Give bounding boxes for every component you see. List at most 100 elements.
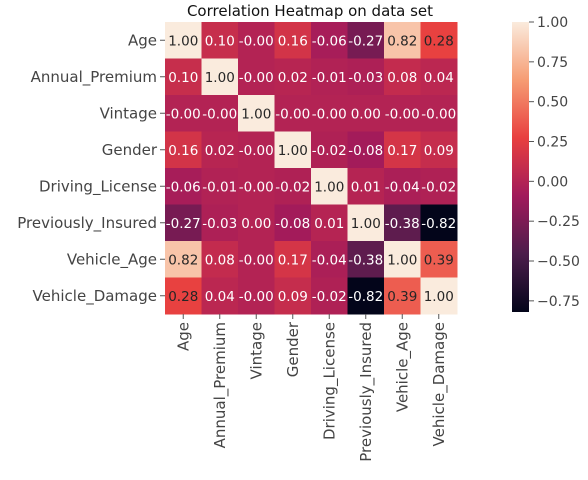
cell-value-label: -0.00 [385, 106, 420, 122]
colorbar-tick-label: 1.00 [537, 15, 568, 31]
cell-value-label: 1.00 [168, 33, 198, 49]
cell-value-label: 0.82 [387, 33, 417, 49]
heatmap-cells: 1.00 0.10 -0.00 0.16 -0.06 -0.27 0.82 0.280.10 1… [165, 22, 458, 315]
heatmap-cell [311, 241, 348, 278]
cell-value-label: 0.02 [278, 70, 308, 86]
cell-value-label: -0.00 [421, 106, 456, 122]
heatmap-cell [165, 277, 202, 315]
heatmap-cell [311, 58, 348, 96]
y-tick-label-vehicle-damage: Vehicle_Damage [33, 287, 157, 306]
cell-value-label: 0.09 [278, 289, 308, 305]
cell-value-label: 0.08 [205, 252, 235, 268]
heatmap-cell [201, 204, 239, 242]
heatmap-cell [201, 168, 239, 205]
x-tick-labels: Age Annual_Premium Vintage Gender Driving_Li… [174, 314, 449, 462]
heatmap-cell [420, 22, 458, 59]
cell-value-label: -0.00 [312, 106, 347, 122]
x-tick-label-previously-insured: Previously_Insured [357, 322, 376, 462]
heatmap-cell [274, 204, 312, 242]
heatmap-cell [274, 58, 312, 96]
cell-value-label: 0.10 [168, 70, 198, 86]
cell-value-label: 0.01 [314, 216, 344, 232]
colorbar-tick-label: 0.75 [537, 55, 568, 71]
y-tick-label-age: Age [128, 31, 157, 49]
heatmap-cell [384, 22, 421, 59]
heatmap-cell [384, 95, 421, 132]
heatmap-cell [165, 22, 202, 59]
heatmap-cell [347, 95, 385, 132]
x-tick-label-gender: Gender [284, 321, 302, 377]
heatmap-cell [201, 241, 239, 278]
heatmap-cell [420, 131, 458, 169]
x-tick-label-driving-license: Driving_License [320, 322, 339, 440]
heatmap-cell [201, 22, 239, 59]
heatmap-cell [311, 204, 348, 242]
heatmap-cell [384, 131, 421, 169]
cell-value-label: -0.01 [202, 179, 237, 195]
heatmap-cell [201, 95, 239, 132]
cell-value-label: -0.00 [239, 179, 274, 195]
heatmap-cell [311, 22, 348, 59]
x-tick-label-vehicle-age: Vehicle_Age [393, 322, 412, 412]
cell-value-label: 0.28 [424, 33, 454, 49]
cell-value-label: -0.00 [166, 106, 201, 122]
y-tick-label-previously-insured: Previously_Insured [17, 214, 157, 233]
heatmap-cell [201, 277, 239, 315]
cell-value-label: -0.38 [348, 252, 383, 268]
colorbar-tick-label: 0.25 [537, 135, 568, 151]
heatmap-cell [238, 58, 275, 96]
heatmap-cell [238, 277, 275, 315]
colorbar: 1.00 0.75 0.50 0.25 0.00 −0.25 −0.50 −0.75 [512, 15, 580, 312]
cell-value-label: 1.00 [314, 179, 344, 195]
heatmap-cell [347, 168, 385, 205]
cell-value-label: 0.04 [424, 70, 454, 86]
y-tick-label-vehicle-age: Vehicle_Age [67, 250, 157, 269]
heatmap-cell [384, 204, 421, 242]
cell-value-label: 0.02 [205, 143, 235, 159]
heatmap-cell [347, 241, 385, 278]
cell-value-label: 0.04 [205, 289, 235, 305]
colorbar-tick-label: −0.75 [537, 294, 580, 310]
cell-value-label: -0.06 [312, 33, 347, 49]
colorbar-gradient [512, 22, 529, 312]
cell-value-label: -0.04 [312, 252, 347, 268]
heatmap-cell [384, 168, 421, 205]
heatmap-cell [347, 58, 385, 96]
heatmap-cell [238, 241, 275, 278]
heatmap-cell [274, 95, 312, 132]
cell-value-label: -0.00 [239, 289, 274, 305]
chart-title: Correlation Heatmap on data set [187, 2, 433, 20]
heatmap-cell [311, 95, 348, 132]
cell-value-label: -0.02 [421, 179, 456, 195]
cell-value-label: 1.00 [278, 143, 308, 159]
heatmap-cell [347, 204, 385, 242]
colorbar-tick-label: −0.50 [537, 254, 580, 270]
cell-value-label: 0.10 [205, 33, 235, 49]
cell-value-label: 1.00 [387, 252, 417, 268]
heatmap-cell [238, 131, 275, 169]
cell-value-label: 1.00 [351, 216, 381, 232]
cell-value-label: 0.39 [424, 252, 454, 268]
cell-value-label: 1.00 [205, 70, 235, 86]
cell-value-label: 0.39 [387, 289, 417, 305]
cell-value-label: -0.04 [385, 179, 420, 195]
heatmap-cell [238, 168, 275, 205]
cell-value-label: -0.03 [202, 216, 237, 232]
cell-value-label: -0.00 [275, 106, 310, 122]
colorbar-tick-label: 0.50 [537, 95, 568, 111]
cell-value-label: -0.08 [275, 216, 310, 232]
cell-value-label: -0.00 [239, 252, 274, 268]
heatmap-cell [165, 58, 202, 96]
cell-value-label: 0.16 [278, 33, 308, 49]
cell-value-label: 0.01 [351, 179, 381, 195]
x-tick-label-vintage: Vintage [247, 322, 265, 379]
cell-value-label: 0.28 [168, 289, 198, 305]
cell-value-label: -0.02 [275, 179, 310, 195]
heatmap-cell [274, 168, 312, 205]
colorbar-tick-label: 0.00 [537, 174, 568, 190]
y-tick-label-annual-premium: Annual_Premium [31, 68, 157, 87]
cell-value-label: -0.00 [202, 106, 237, 122]
heatmap-cell [420, 58, 458, 96]
cell-value-label: -0.00 [239, 33, 274, 49]
